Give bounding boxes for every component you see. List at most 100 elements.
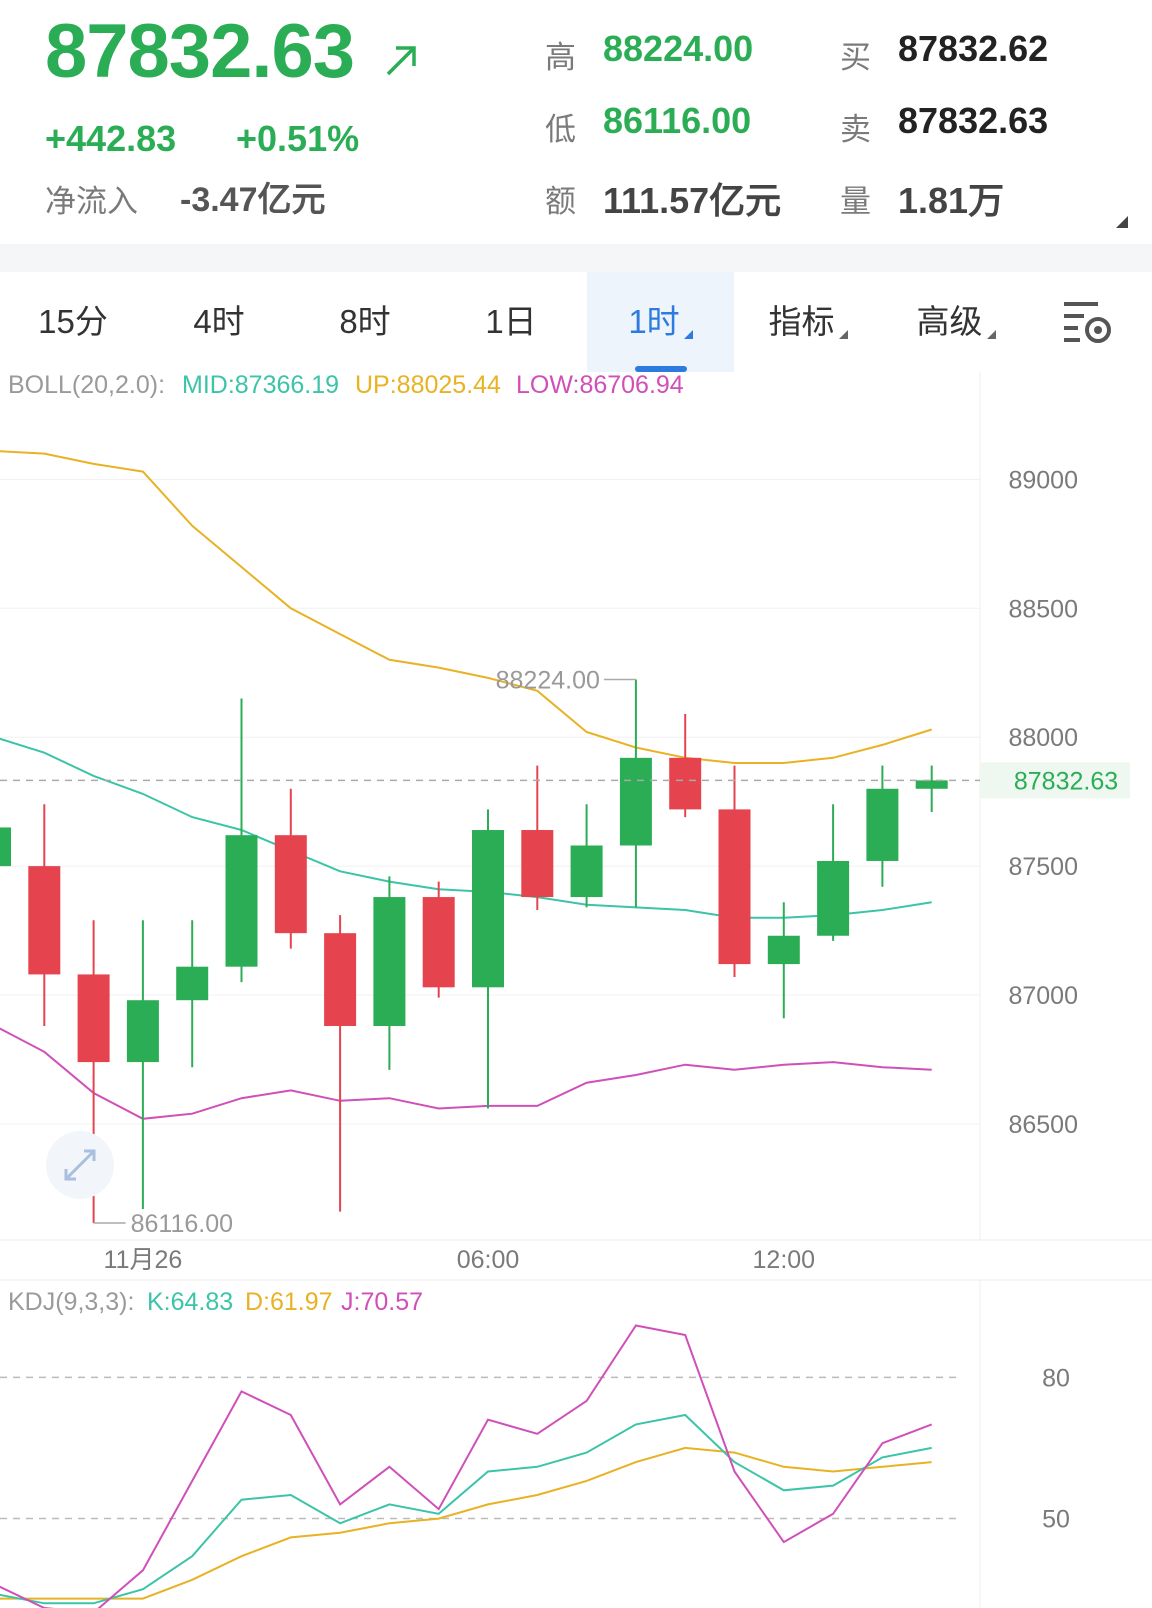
candle[interactable] [915, 765, 948, 812]
candle-body [373, 897, 406, 1026]
candle[interactable] [866, 765, 899, 887]
high-label: 高 [545, 40, 576, 75]
candle-body [225, 835, 258, 967]
low-value: 86116.00 [603, 100, 752, 141]
price-tick-label: 88000 [1008, 724, 1078, 752]
expand-icon[interactable] [46, 1131, 114, 1199]
tab-label: 1日 [485, 303, 537, 340]
time-tick-label: 11月26 [104, 1246, 183, 1274]
kdj-d-line [0, 1446, 932, 1600]
kdj-j-label: J:70.57 [341, 1288, 423, 1316]
kdj-lines [0, 1324, 933, 1608]
candle[interactable] [718, 765, 751, 977]
tab-4h[interactable]: 4时 [146, 272, 292, 372]
boll-upper-line [0, 450, 932, 764]
candle[interactable] [225, 698, 258, 983]
candle[interactable] [373, 876, 406, 1070]
candle-body [767, 935, 800, 965]
price-tick-label: 88500 [1008, 595, 1078, 623]
low-marker-label: 86116.00 [131, 1210, 233, 1238]
netflow-label: 净流入 [45, 184, 138, 219]
tab-label: 4时 [193, 303, 245, 340]
tab-label: 15分 [38, 303, 108, 340]
candle[interactable] [176, 920, 209, 1068]
tab-1h[interactable]: 1时 [587, 272, 734, 372]
kdj-tick-label: 50 [1042, 1506, 1070, 1534]
kdj-indicator-label: KDJ(9,3,3): [8, 1288, 134, 1316]
price-tick-label: 87000 [1008, 982, 1078, 1010]
volume-value: 1.81万 [898, 180, 1005, 221]
candle-body [126, 1000, 159, 1063]
candle-body [570, 845, 603, 898]
kdj-gridlines: 80 50 [0, 1364, 1070, 1534]
candle-body [915, 780, 948, 789]
candle[interactable] [619, 679, 652, 908]
candle-body [472, 830, 504, 988]
boll-up-label: UP:88025.44 [355, 372, 501, 399]
tab-label: 8时 [339, 303, 391, 340]
candle-body [619, 757, 652, 846]
candle-body [77, 974, 110, 1063]
candle-body [422, 897, 455, 988]
candle[interactable] [767, 902, 800, 1019]
candle[interactable] [77, 920, 110, 1223]
boll-low-label: LOW:86706.94 [516, 372, 684, 399]
netflow-value: -3.47亿元 [180, 181, 326, 219]
candle[interactable] [817, 804, 850, 941]
bid-value: 87832.62 [898, 28, 1049, 69]
candle[interactable] [274, 788, 307, 949]
time-tick-label: 12:00 [753, 1246, 816, 1274]
boll-indicator-label: BOLL(20,2.0): [8, 372, 165, 399]
candle-body [0, 827, 11, 867]
kdj-k-label: K:64.83 [147, 1288, 233, 1316]
candle[interactable] [570, 804, 603, 908]
dropdown-caret-icon [683, 330, 693, 339]
candle-body [718, 809, 751, 965]
tab-indicators[interactable]: 指标 [734, 272, 882, 372]
chart-markers: 87832.63 88224.00 86116.00 [0, 666, 1130, 1238]
candle[interactable] [521, 765, 554, 910]
timeframe-tabbar: 15分 4时 8时 1日 1时 指标 高级 [0, 272, 1152, 372]
arrow-up-right-icon [386, 46, 416, 76]
chart-settings-icon[interactable] [1062, 298, 1114, 346]
time-axis: 11月26 06:00 12:00 [104, 1246, 816, 1274]
ask-label: 卖 [840, 112, 871, 147]
amount-label: 额 [545, 184, 576, 219]
bid-label: 买 [840, 40, 871, 75]
kdj-k-line [0, 1413, 932, 1605]
tab-15m[interactable]: 15分 [0, 272, 146, 372]
candle[interactable] [422, 881, 455, 998]
candle[interactable] [0, 827, 11, 904]
expand-corner-icon[interactable] [1116, 216, 1128, 228]
candle[interactable] [669, 713, 702, 818]
candle[interactable] [324, 915, 357, 1212]
tab-advanced[interactable]: 高级 [882, 272, 1030, 372]
volume-label: 量 [840, 184, 871, 219]
ask-value: 87832.63 [898, 100, 1049, 141]
candles [0, 679, 948, 1223]
candle-body [274, 835, 307, 934]
price-change-percent: +0.51% [236, 118, 360, 159]
bollinger-bands [0, 450, 932, 1120]
current-price-tag-bg [980, 762, 1130, 799]
tab-label: 指标 [768, 303, 835, 340]
price-chart-svg[interactable]: BOLL(20,2.0): MID:87366.19 UP:88025.44 L… [0, 372, 1152, 1608]
high-marker-label: 88224.00 [496, 666, 600, 694]
candle-body [176, 966, 209, 1001]
candle-body [521, 830, 554, 898]
time-tick-label: 06:00 [457, 1246, 520, 1274]
section-divider [0, 244, 1152, 272]
candle[interactable] [28, 804, 61, 1026]
kdj-tick-label: 80 [1042, 1364, 1070, 1392]
candle-body [28, 866, 61, 975]
current-price-tag: 87832.63 [1014, 767, 1118, 795]
boll-lower-line [0, 1027, 932, 1120]
boll-mid-label: MID:87366.19 [182, 372, 339, 399]
candle[interactable] [472, 809, 504, 1109]
low-label: 低 [545, 112, 576, 147]
tab-8h[interactable]: 8时 [292, 272, 438, 372]
candle[interactable] [126, 920, 159, 1210]
tab-1d[interactable]: 1日 [438, 272, 584, 372]
price-tick-label: 86500 [1008, 1111, 1078, 1139]
kdj-d-label: D:61.97 [245, 1288, 333, 1316]
